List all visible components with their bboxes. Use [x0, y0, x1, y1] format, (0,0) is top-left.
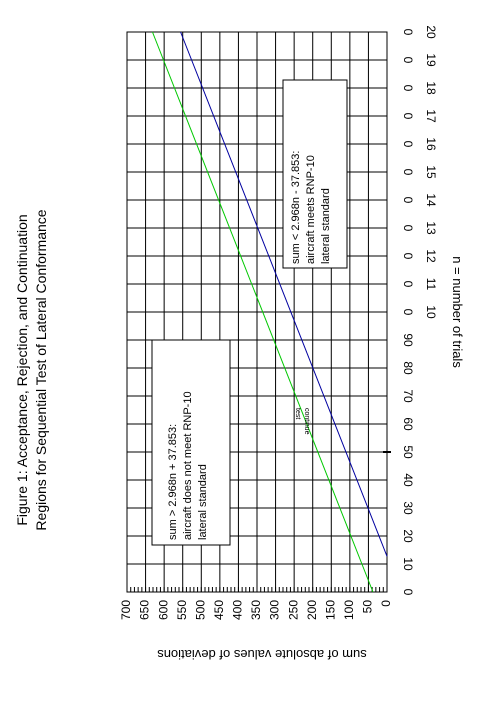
x-secondary-tick-label: 13 — [424, 221, 438, 235]
x-tick-label: 0 — [401, 225, 415, 232]
x-tick-labels: 0 10 20 30 40 50 60 70 80 90 0 0 0 0 0 0 0 0 0 0 0 — [401, 29, 415, 596]
y-tick-label: 400 — [231, 600, 245, 620]
accept-region-label-line-3: lateral standard — [320, 188, 332, 264]
y-axis-label: sum of absolute values of deviations — [157, 647, 367, 662]
x-tick-label: 60 — [401, 417, 415, 431]
x-secondary-tick-label: 14 — [424, 193, 438, 207]
x-tick-label: 0 — [401, 85, 415, 92]
x-tick-label: 0 — [401, 169, 415, 176]
reject-region-label-line-3: lateral standard — [197, 464, 209, 540]
x-tick-label: 0 — [401, 281, 415, 288]
series-lines — [151, 31, 388, 593]
x-secondary-tick-label: 19 — [424, 53, 438, 67]
series-line-1 — [151, 31, 374, 593]
y-tick-label: 700 — [119, 600, 133, 620]
y-tick-label: 300 — [268, 600, 282, 620]
x-tick-label: 0 — [401, 253, 415, 260]
x-tick-label: 0 — [401, 589, 415, 596]
x-tick-label: 0 — [401, 29, 415, 36]
x-secondary-tick-label: 11 — [424, 278, 438, 291]
accept-region-label-text: sum < 2.968n - 37.853: aircraft meets RNP… — [290, 151, 332, 264]
x-tick-label: 10 — [401, 557, 415, 571]
x-tick-label: 0 — [401, 113, 415, 120]
y-tick-labels: 0 50 100 150 200 250 300 350 400 450 500 550 600 650 7… — [119, 600, 393, 620]
reject-region-label: sum > 2.968n + 37.853: aircraft does not … — [151, 339, 231, 546]
x-secondary-tick-label: 18 — [424, 81, 438, 95]
x-tick-label: 0 — [401, 197, 415, 204]
x-tick-label: 90 — [401, 333, 415, 347]
y-tick-label: 250 — [286, 600, 300, 620]
x-secondary-tick-label: 17 — [424, 109, 438, 123]
reject-region-label-box — [151, 339, 231, 546]
continue-test-label: continuetest — [294, 408, 310, 435]
x-tick-label: 20 — [401, 529, 415, 543]
y-tick-label: 600 — [156, 600, 170, 620]
x-tick-label: 30 — [401, 501, 415, 515]
accept-region-label-line-1: sum < 2.968n - 37.853: — [290, 151, 302, 264]
x-tick-label: 50 — [401, 445, 415, 459]
x-tick-label: 0 — [401, 141, 415, 148]
continue-test-line-2: test — [294, 408, 301, 419]
x-secondary-tick-label: 20 — [424, 25, 438, 39]
x-tick-label: 40 — [401, 473, 415, 487]
y-tick-label: 200 — [305, 600, 319, 620]
annotations: sum > 2.968n + 37.853: aircraft does not … — [151, 79, 348, 546]
continue-test-line-1: continue — [303, 408, 310, 435]
x-secondary-tick-labels: 10 11 12 13 14 15 16 17 18 19 20 — [424, 25, 438, 319]
x-tick-label: 0 — [401, 309, 415, 316]
x-tick-label: 80 — [401, 361, 415, 375]
y-tick-label: 150 — [323, 600, 337, 620]
accept-region-label-line-2: aircraft meets RNP-10 — [305, 155, 317, 264]
x-tick-label: 0 — [401, 57, 415, 64]
x-tick-label: 70 — [401, 389, 415, 403]
y-tick-label: 500 — [193, 600, 207, 620]
y-tick-label: 650 — [138, 600, 152, 620]
accept-region-label: sum < 2.968n - 37.853: aircraft meets RNP… — [282, 79, 348, 269]
series-line-2 — [180, 31, 388, 557]
y-tick-label: 350 — [249, 600, 263, 620]
x-secondary-tick-label: 15 — [424, 165, 438, 179]
accept-region-label-box — [282, 79, 348, 269]
y-tick-label: 550 — [175, 600, 189, 620]
y-tick-label: 100 — [342, 600, 356, 620]
x-secondary-tick-label: 10 — [424, 305, 438, 319]
y-tick-label: 450 — [212, 600, 226, 620]
y-tick-label: 0 — [379, 600, 393, 607]
reject-region-label-line-1: sum > 2.968n + 37.853: — [167, 424, 179, 540]
reject-region-label-line-2: aircraft does not meet RNP-10 — [182, 391, 194, 540]
x-secondary-tick-label: 12 — [424, 249, 438, 263]
reject-region-label-text: sum > 2.968n + 37.853: aircraft does not … — [167, 391, 209, 540]
y-tick-label: 50 — [361, 600, 375, 614]
x-axis-label: n = number of trials — [450, 256, 465, 368]
x-secondary-tick-label: 16 — [424, 137, 438, 151]
